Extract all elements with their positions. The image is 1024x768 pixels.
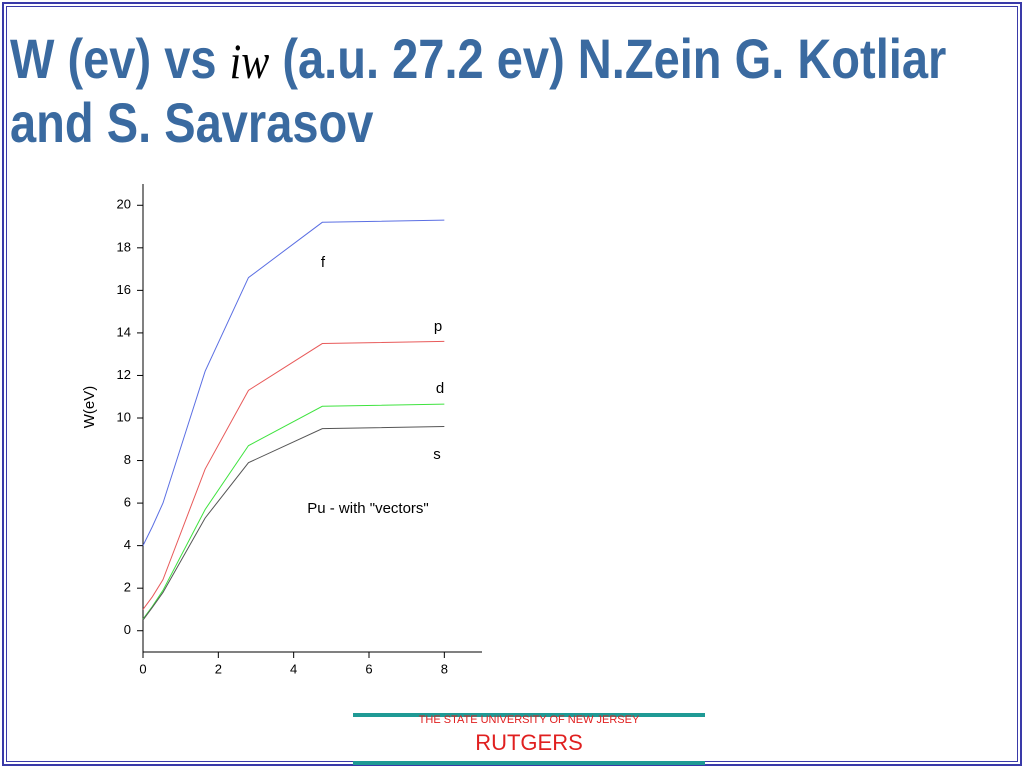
x-tick-label: 8 bbox=[441, 661, 448, 676]
y-tick-label: 6 bbox=[124, 495, 131, 510]
title-symbol: iw bbox=[229, 33, 270, 89]
y-tick-label: 14 bbox=[117, 324, 131, 339]
x-tick-label: 2 bbox=[215, 661, 222, 676]
footer: THE STATE UNIVERSITY OF NEW JERSEY RUTGE… bbox=[353, 713, 705, 765]
y-tick-label: 0 bbox=[124, 622, 131, 637]
chart: W(eV) Pu - with "vectors" 0 2 4 6 8 10 12 14 16 1… bbox=[81, 184, 482, 676]
y-tick-label: 20 bbox=[117, 197, 131, 212]
slide-title: W (ev) vs iw (a.u. 27.2 ev) N.Zein G. Ko… bbox=[10, 28, 976, 154]
title-text: W (ev) vs bbox=[10, 27, 217, 90]
series-label: f bbox=[321, 254, 326, 271]
y-tick-label: 4 bbox=[124, 537, 131, 552]
y-tick-label: 8 bbox=[124, 452, 131, 467]
series-label: s bbox=[433, 446, 441, 463]
y-tick-label: 2 bbox=[124, 580, 131, 595]
series-label: d bbox=[436, 380, 444, 397]
title-text: (a.u. 27.2 ev) N.Zein G. Kotliar and S. … bbox=[10, 27, 947, 154]
x-tick-label: 6 bbox=[365, 661, 372, 676]
y-tick-label: 18 bbox=[117, 239, 131, 254]
y-tick-label: 10 bbox=[117, 409, 131, 424]
y-axis-label: W(eV) bbox=[81, 386, 98, 429]
x-tick-label: 0 bbox=[139, 661, 146, 676]
series-line bbox=[142, 219, 445, 546]
annotation: Pu - with "vectors" bbox=[307, 500, 429, 517]
footer-title: RUTGERS bbox=[475, 730, 583, 755]
series-line bbox=[142, 340, 445, 610]
y-tick-label: 16 bbox=[117, 282, 131, 297]
series-line bbox=[142, 426, 445, 621]
series-label: p bbox=[434, 318, 442, 335]
x-tick-label: 4 bbox=[290, 661, 297, 676]
series-line bbox=[142, 403, 445, 620]
y-tick-label: 12 bbox=[117, 367, 131, 382]
footer-subtitle: THE STATE UNIVERSITY OF NEW JERSEY bbox=[418, 714, 640, 726]
